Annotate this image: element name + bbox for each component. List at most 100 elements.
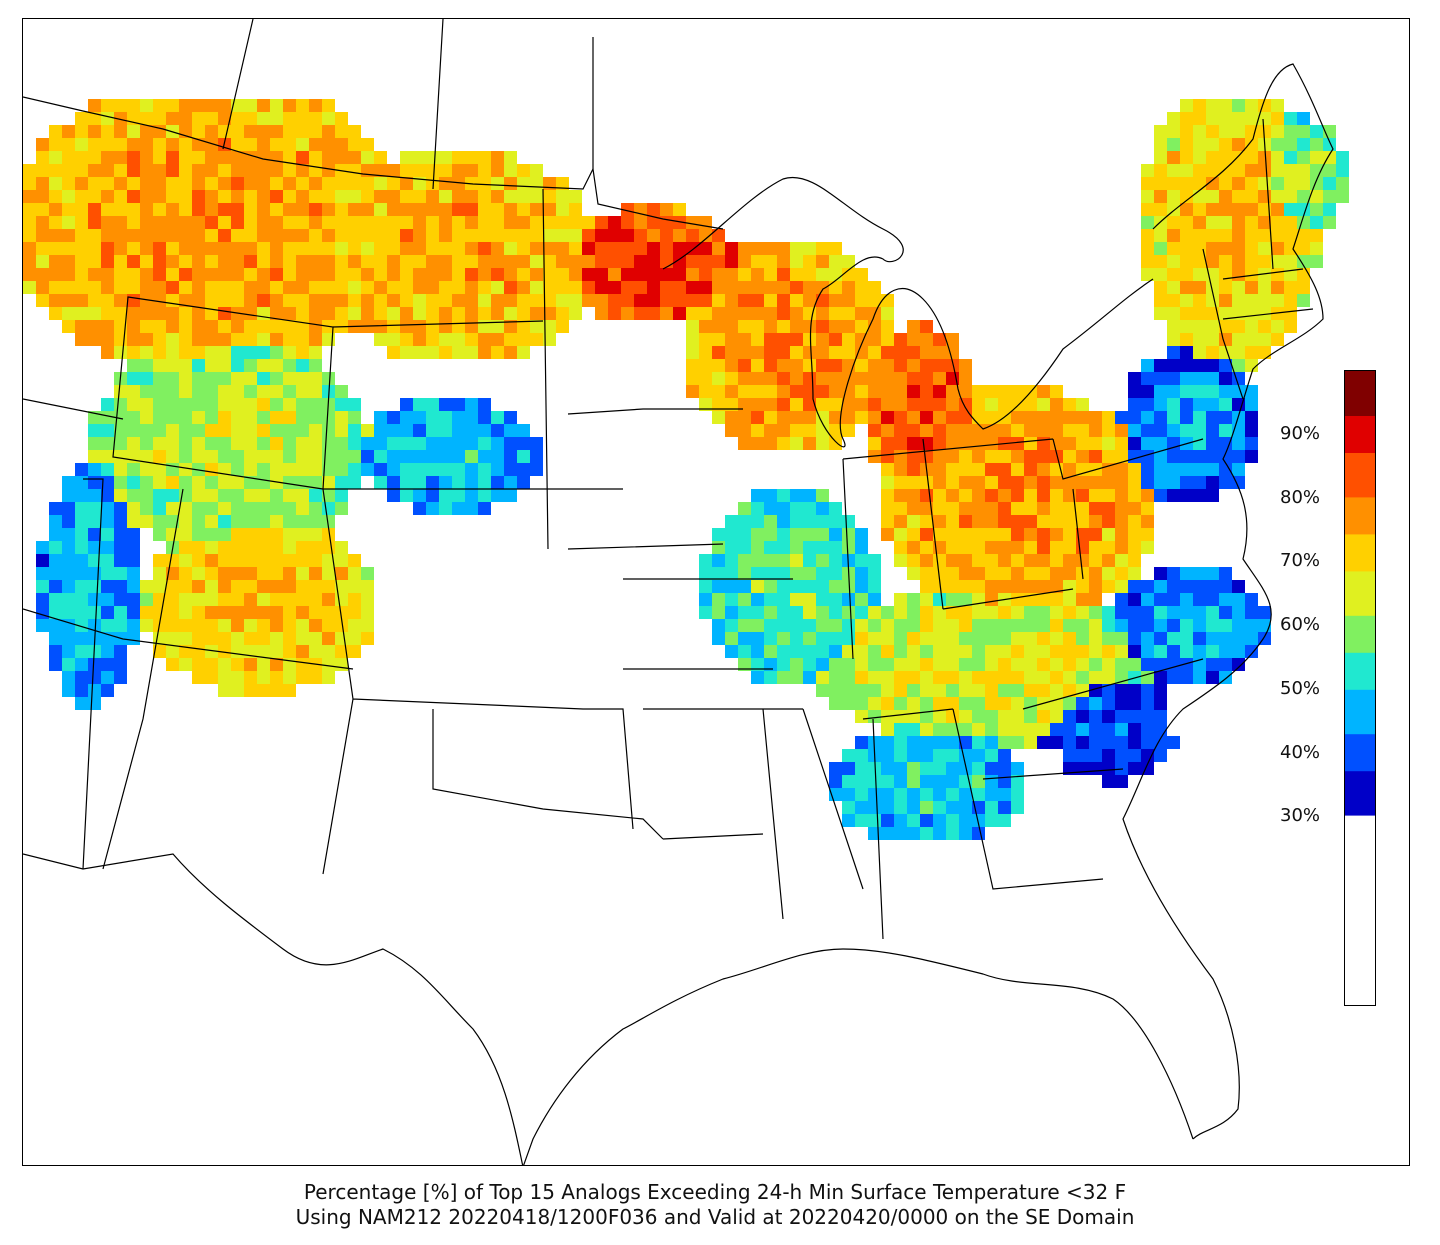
probability-cell xyxy=(426,411,439,424)
probability-cell xyxy=(946,528,959,541)
probability-cell xyxy=(218,502,231,515)
probability-cell xyxy=(231,437,244,450)
probability-cell xyxy=(1154,658,1167,671)
probability-cell xyxy=(1206,112,1219,125)
probability-cell xyxy=(1024,489,1037,502)
probability-cell xyxy=(1284,203,1297,216)
probability-cell xyxy=(1336,151,1349,164)
probability-cell xyxy=(1323,190,1336,203)
probability-cell xyxy=(283,242,296,255)
probability-cell xyxy=(140,177,153,190)
probability-cell xyxy=(829,645,842,658)
probability-cell xyxy=(1232,346,1245,359)
probability-cell xyxy=(1232,437,1245,450)
probability-cell xyxy=(894,346,907,359)
probability-cell xyxy=(335,502,348,515)
probability-cell xyxy=(439,411,452,424)
probability-cell xyxy=(153,385,166,398)
probability-cell xyxy=(335,619,348,632)
probability-cell xyxy=(101,476,114,489)
probability-cell xyxy=(1050,593,1063,606)
probability-cell xyxy=(465,203,478,216)
colorbar-segment xyxy=(1345,511,1375,520)
probability-cell xyxy=(1180,229,1193,242)
probability-cell xyxy=(348,255,361,268)
probability-cell xyxy=(608,307,621,320)
probability-cell xyxy=(673,307,686,320)
probability-cell xyxy=(127,593,140,606)
probability-cell xyxy=(1102,632,1115,645)
probability-cell xyxy=(218,411,231,424)
probability-cell xyxy=(569,229,582,242)
probability-cell xyxy=(257,489,270,502)
probability-cell xyxy=(1128,463,1141,476)
probability-cell xyxy=(1050,658,1063,671)
probability-cell xyxy=(959,567,972,580)
probability-cell xyxy=(1037,528,1050,541)
probability-cell xyxy=(803,255,816,268)
probability-cell xyxy=(972,567,985,580)
probability-cell xyxy=(1180,619,1193,632)
probability-cell xyxy=(803,554,816,567)
probability-cell xyxy=(1076,749,1089,762)
probability-cell xyxy=(842,320,855,333)
probability-cell xyxy=(517,437,530,450)
probability-cell xyxy=(1245,333,1258,346)
probability-cell xyxy=(985,580,998,593)
probability-cell xyxy=(1284,177,1297,190)
probability-cell xyxy=(1037,658,1050,671)
probability-cell xyxy=(88,177,101,190)
probability-cell xyxy=(790,489,803,502)
probability-cell xyxy=(257,385,270,398)
probability-cell xyxy=(829,346,842,359)
probability-cell xyxy=(1167,268,1180,281)
probability-cell xyxy=(738,515,751,528)
probability-cell xyxy=(816,554,829,567)
probability-cell xyxy=(127,372,140,385)
probability-cell xyxy=(114,190,127,203)
probability-cell xyxy=(699,294,712,307)
probability-cell xyxy=(1011,736,1024,749)
probability-cell xyxy=(283,164,296,177)
probability-cell xyxy=(764,671,777,684)
probability-cell xyxy=(790,372,803,385)
probability-cell xyxy=(335,177,348,190)
probability-cell xyxy=(1128,424,1141,437)
probability-cell xyxy=(738,385,751,398)
probability-cell xyxy=(413,190,426,203)
probability-cell xyxy=(257,177,270,190)
probability-cell xyxy=(1310,255,1323,268)
probability-cell xyxy=(621,281,634,294)
probability-cell xyxy=(374,463,387,476)
probability-cell xyxy=(491,489,504,502)
probability-cell xyxy=(1024,554,1037,567)
probability-cell xyxy=(75,203,88,216)
probability-cell xyxy=(1063,723,1076,736)
probability-cell xyxy=(335,268,348,281)
probability-cell xyxy=(959,762,972,775)
probability-cell xyxy=(1089,710,1102,723)
probability-cell xyxy=(1037,567,1050,580)
probability-cell xyxy=(790,606,803,619)
probability-cell xyxy=(920,619,933,632)
probability-cell xyxy=(660,203,673,216)
probability-cell xyxy=(127,554,140,567)
probability-cell xyxy=(270,619,283,632)
probability-cell xyxy=(309,138,322,151)
probability-cell xyxy=(348,580,361,593)
probability-cell xyxy=(49,307,62,320)
probability-cell xyxy=(1180,307,1193,320)
probability-cell xyxy=(1193,645,1206,658)
probability-cell xyxy=(140,281,153,294)
probability-cell xyxy=(1206,190,1219,203)
colorbar-segment xyxy=(1345,681,1375,690)
probability-cell xyxy=(816,411,829,424)
probability-cell xyxy=(153,216,166,229)
probability-cell xyxy=(881,515,894,528)
probability-cell xyxy=(478,476,491,489)
probability-cell xyxy=(881,502,894,515)
probability-cell xyxy=(192,515,205,528)
probability-cell xyxy=(1258,151,1271,164)
probability-cell xyxy=(114,99,127,112)
probability-cell xyxy=(1219,320,1232,333)
